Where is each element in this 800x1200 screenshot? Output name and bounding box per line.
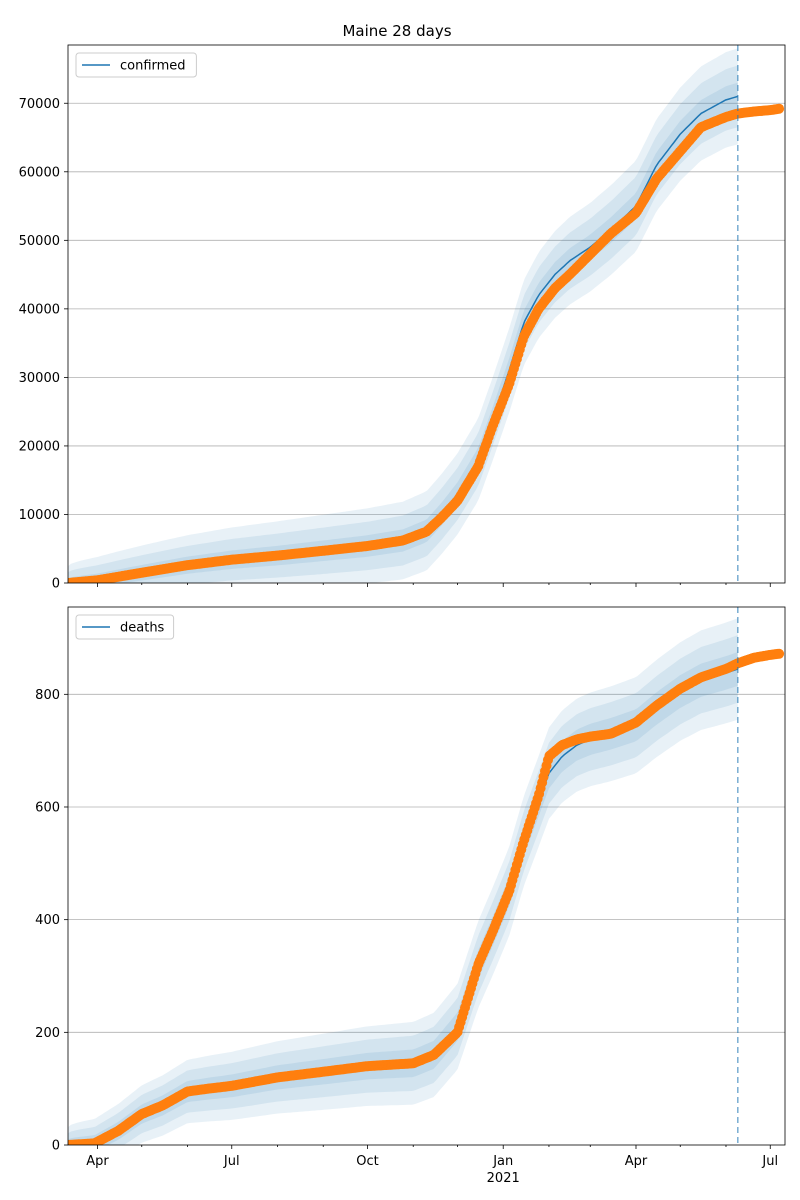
y-tick-label: 0 [52,1139,60,1154]
legend-0: confirmed [75,52,197,78]
chart-title: Maine 28 days [342,22,451,40]
y-tick-label: 600 [35,800,60,815]
y-tick-label: 400 [35,913,60,928]
y-tick-label: 20000 [19,439,60,454]
x-tick-label: Apr [86,1154,109,1169]
legend-label: deaths [120,621,165,636]
y-tick-label: 60000 [19,165,60,180]
y-tick-label: 800 [35,688,60,703]
deaths-panel: 0 200 400 600 800 deaths Apr Jul Oct Jan Apr Jul 202… [35,606,786,1186]
observed-point [774,103,785,114]
x-tick-year-label: 2021 [487,1171,520,1186]
x-tick-label: Oct [356,1154,378,1169]
y-tick-label: 50000 [19,234,60,249]
plot-area-1 [68,618,785,1145]
x-tick-label: Jul [761,1154,778,1169]
y-tick-label: 30000 [19,371,60,386]
axes-frame-0 [67,44,786,584]
axes-frame-1 [67,606,786,1146]
uncertainty-band-1-1 [68,635,738,1145]
y-tick-label: 0 [52,577,60,592]
plot-area-0 [68,48,785,583]
y-tick-label: 10000 [19,508,60,523]
x-tick-label: Jan [492,1154,513,1169]
legend-box [75,614,175,640]
y-tick-label: 40000 [19,302,60,317]
uncertainty-band-0-1 [68,65,738,583]
confirmed-panel: 0 10000 20000 30000 40000 50000 60000 70000 conf… [19,44,786,592]
y-tick-label: 70000 [19,97,60,112]
x-tick-label: Apr [625,1154,648,1169]
x-tick-label: Jul [223,1154,240,1169]
observed-point [774,648,785,659]
legend-box [75,52,197,78]
uncertainty-band-0-2 [68,48,738,583]
legend-label: confirmed [120,59,186,74]
y-tick-label: 200 [35,1026,60,1041]
legend-1: deaths [75,614,175,640]
